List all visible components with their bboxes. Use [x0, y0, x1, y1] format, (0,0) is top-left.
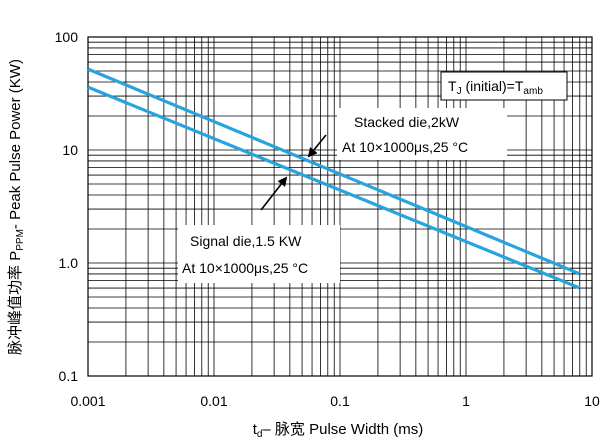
- x-tick-label: 0.001: [70, 393, 105, 409]
- y-tick-label: 1.0: [59, 255, 79, 271]
- stacked-annotation-line2: At 10×1000μs,25 °C: [342, 139, 468, 155]
- y-tick-labels: 0.1 1.0 10 100: [55, 29, 79, 384]
- series-line-1: [87, 67, 581, 276]
- signal-annotation-box: [178, 225, 340, 283]
- grid: [87, 36, 593, 377]
- tj-annotation: TJ (initial)=Tamb: [448, 78, 543, 97]
- signal-arrow: [260, 176, 288, 211]
- y-axis-label: 脉冲峰值功率 PPPM- Peak Pulse Power (KW): [7, 59, 26, 355]
- stacked-annotation-box: [337, 108, 507, 160]
- x-tick-label: 1: [462, 393, 470, 409]
- tj-annotation-box: [440, 71, 568, 101]
- series-line-2: [87, 85, 581, 290]
- series-lines: [87, 67, 581, 290]
- y-tick-label: 10: [62, 142, 78, 158]
- x-tick-label: 0.01: [200, 393, 227, 409]
- x-tick-labels: 0.001 0.01 0.1 1 10: [70, 393, 600, 409]
- x-axis-label: td– 脉宽 Pulse Width (ms): [253, 421, 424, 440]
- stacked-annotation-line1: Stacked die,2kW: [354, 114, 460, 130]
- plot-border: [87, 36, 593, 377]
- signal-annotation-line1: Signal die,1.5 KW: [190, 233, 302, 249]
- y-tick-label: 0.1: [59, 368, 79, 384]
- x-tick-label: 0.1: [330, 393, 350, 409]
- y-tick-label: 100: [55, 29, 79, 45]
- stacked-arrow: [307, 134, 327, 158]
- signal-annotation-line2: At 10×1000μs,25 °C: [182, 260, 308, 276]
- x-tick-label: 10: [584, 393, 600, 409]
